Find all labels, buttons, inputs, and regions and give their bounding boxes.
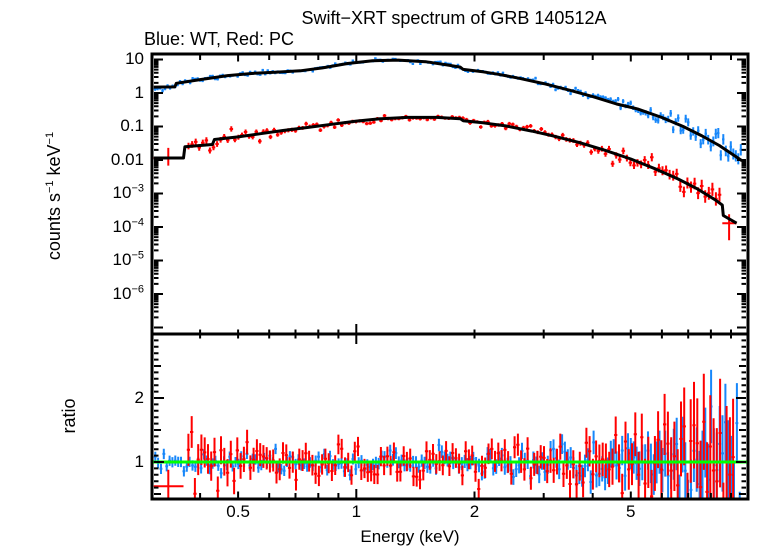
y-tick-label-10: 10 <box>125 49 144 69</box>
plot-subtitle: Blue: WT, Red: PC <box>144 29 295 49</box>
ratio-tick-label-2: 2 <box>134 387 144 407</box>
wt-model-line <box>153 58 743 162</box>
x-tick-label-0.5: 0.5 <box>226 502 250 521</box>
ratio-panel-frame <box>150 332 750 501</box>
y-tick-label-10e−3: 10−3 <box>112 182 144 203</box>
x-tick-label-5: 5 <box>626 502 636 521</box>
ratio-tick-label-1: 1 <box>134 451 144 471</box>
spectrum-panel-frame <box>150 52 750 336</box>
x-axis-label: Energy (keV) <box>360 527 460 546</box>
x-tick-label-1: 1 <box>351 502 362 521</box>
y-tick-label-10e−5: 10−5 <box>112 249 144 270</box>
y-tick-label-0.01: 0.01 <box>110 149 144 169</box>
pc-model-line <box>153 115 738 225</box>
plot-title: Swift−XRT spectrum of GRB 140512A <box>301 8 607 28</box>
spectrum-panel-data <box>153 57 743 241</box>
axis-ticks <box>154 55 746 498</box>
pc-data-points <box>153 114 737 241</box>
y-tick-label-1: 1 <box>134 82 144 102</box>
ratio-panel-data <box>152 369 748 499</box>
y-tick-label-0.1: 0.1 <box>120 116 144 136</box>
x-tick-label-2: 2 <box>469 502 480 521</box>
y-tick-label-10e−6: 10−6 <box>112 283 144 303</box>
y-axis-label-ratio: ratio <box>59 398 79 434</box>
y-tick-label-10e−4: 10−4 <box>112 216 144 236</box>
